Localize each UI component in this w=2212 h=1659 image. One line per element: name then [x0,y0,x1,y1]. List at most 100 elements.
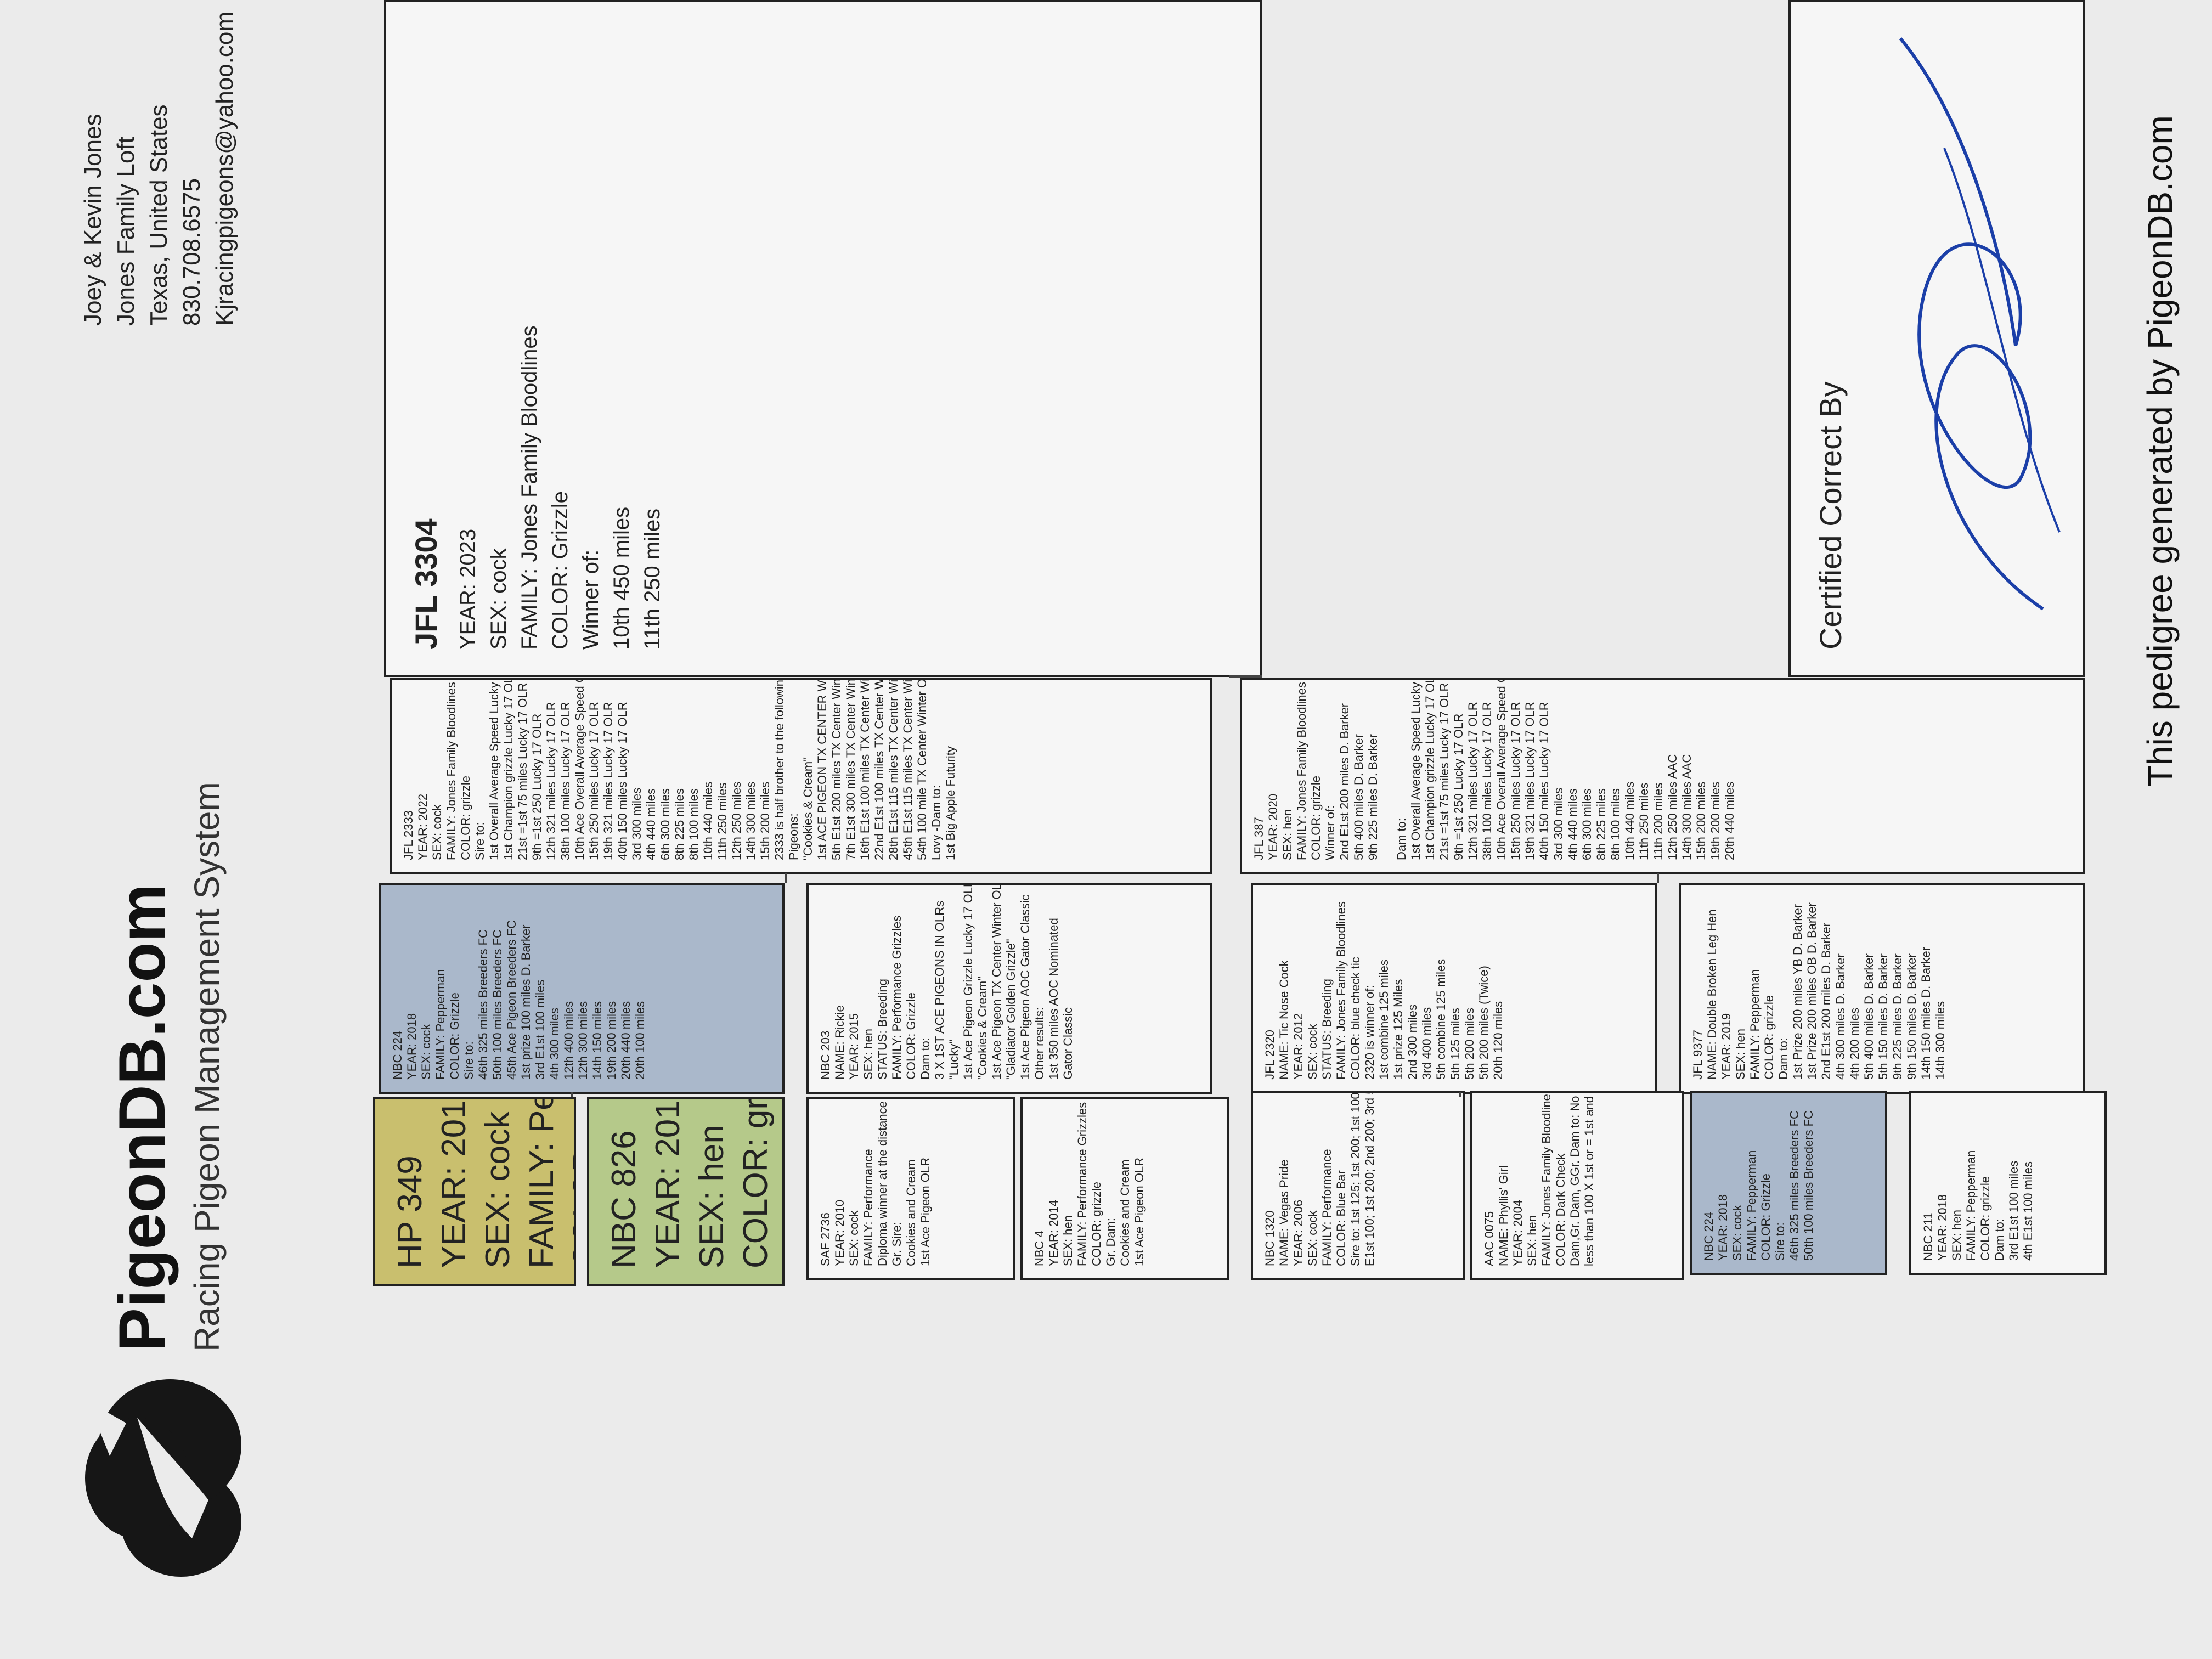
pedigree-line: 10th 440 miles [1623,781,1637,860]
pedigree-line: 38th 100 miles Lucky 17 OLR [558,702,572,860]
pedigree-line: 12th 400 miles [562,1001,575,1080]
pedigree-line: YEAR: 2006 [1291,1199,1305,1266]
pedigree-line: FAMILY: Pepperman [433,969,447,1080]
pedigree-line: 8th 100 miles [1609,788,1622,860]
pedigree-line: 10th 440 miles [701,781,715,860]
pedigree-line: 1st combine 125 miles [1377,960,1391,1080]
connector-line [1657,873,1659,883]
pedigree-line: 3 X 1ST ACE PIGEONS IN OLRs [933,900,946,1080]
ggp-lines: AAC 0075 NAME: Phyllis' Girl YEAR: 2004 SEX… [1482,1091,1596,1266]
owner-line: Jones Family Loft [112,137,139,326]
pedigree-line: 1st Ace Pigeon OLR [1132,1157,1146,1266]
pedigree-line: 4th 200 miles [1848,1008,1861,1080]
pedigree-line: SEX: hen [1525,1215,1539,1266]
pedigree-line: 5th 200 miles [1463,1008,1476,1080]
pedigree-line: YEAR: 2019 [1719,1013,1733,1080]
signature-icon [1899,37,2061,611]
pedigree-line: 8th 225 miles [673,788,686,860]
pedigree-line: 12th 250 miles AAC [1666,754,1679,860]
pedigree-line: E1st 100; 1st 200; 2nd 200; 3rd 545; [1363,1091,1376,1266]
pedigree-line: 5th 400 miles D. Barker [1862,953,1876,1080]
pedigree-line: 20th 440 miles [619,1001,633,1080]
pedigree-line: NAME: Phyllis' Girl [1497,1165,1510,1266]
pedigree-line: 5th 125 miles [1448,1008,1462,1080]
pedigree-line: COLOR: blue check tic [1348,957,1362,1080]
pedigree-line: 5th 150 miles D. Barker [1876,953,1890,1080]
pedigree-line: SEX: cock [1306,1024,1319,1080]
pedigree-line: 3rd E1st 100 miles [2007,1160,2021,1261]
pedigree-line: HP 349 [391,1155,429,1268]
pedigree-line: 12th 321 miles Lucky 17 OLR [1466,702,1480,860]
pedigree-line: Sire to: 1st 125; 1st 200; 1st 100; [1348,1091,1362,1266]
pigeon-cloud-logo-icon [85,1379,241,1577]
sire-box: JFL 2333 YEAR: 2022 SEX: cock FAMILY: Jones… [390,678,1212,874]
pedigree-line: 4th 300 miles [548,1008,561,1080]
subject-id: JFL 3304 [409,518,443,650]
pedigree-line: COLOR: Dark Check [1554,1153,1567,1266]
brand-name: PigeonDB.com [105,883,179,1352]
pedigree-line: 14th 300 miles [744,781,758,860]
pedigree-line: 8th 225 miles [1594,788,1608,860]
pedigree-line: 21st =1st 75 miles Lucky 17 OLR [1437,682,1451,860]
pedigree-line: 2nd E1st 200 miles D. Barker [1338,703,1351,860]
pedigree-line: NBC 211 [1921,1212,1935,1261]
pedigree-line: FAMILY: Performance [1320,1149,1334,1266]
pedigree-line: COLOR: grizzle [1978,1176,1992,1261]
pedigree-line: SEX: hen [1734,1029,1747,1080]
pedigree-line: Gator Classic [1061,1007,1075,1080]
pedigree-line: 11th 250 miles [1637,782,1651,860]
dam-dam-box: JFL 9377 NAME: Double Broken Leg Hen YEAR:… [1679,883,2085,1094]
owner-line: Joey & Kevin Jones [80,114,106,326]
pedigree-line: FAMILY: Pepperman [1964,1150,1978,1261]
pedigree-line: FAMILY: Jones Family Bloodlines [444,682,458,860]
pedigree-line: YEAR: 2013 [435,1097,473,1268]
pedigree-line: Gr. Dam: [1104,1217,1118,1266]
subject-line: SEX: cock [487,548,511,650]
subject-line: 11th 250 miles [640,508,664,650]
pedigree-line: Winner of: [1323,805,1337,860]
pedigree-line: 6th 300 miles [1580,788,1594,860]
pedigree-line: FAMILY: Jones Family Bloodlines [1295,682,1308,860]
pedigree-line: 15th 250 miles Lucky 17 OLR [587,702,601,860]
subject-line: Winner of: [579,549,603,650]
pedigree-line: YEAR: 2018 [405,1013,419,1080]
pedigree-line: Sire to: [1773,1222,1787,1261]
ggp-box-8: NBC 211 YEAR: 2018 SEX: hen FAMILY: Pepperm… [1909,1091,2107,1275]
pedigree-line: 10th Ace Overall Average Speed Champion [573,678,586,860]
pedigree-line: COLOR: Grizzle [448,992,461,1080]
pedigree-line: YEAR: 2016 [649,1097,687,1268]
pedigree-line: 5th E1st 200 miles TX Center Winter OLR [830,678,843,860]
pedigree-line: 45th Ace Pigeon Breeders FC [505,919,518,1080]
pedigree-line: Cookies and Cream [904,1159,918,1266]
pedigree-line: FAMILY: Performance Grizzles [1075,1102,1089,1266]
pedigree-line: Pigeons: [787,813,800,860]
pedigree-line: 12th 321 miles Lucky 17 OLR [544,702,558,860]
pedigree-line: 2320 is winner of: [1363,985,1376,1080]
pedigree-line: 1st prize 100 miles D. Barker [519,924,533,1080]
sire-sire-box: NBC 224 YEAR: 2018 SEX: cock FAMILY: Pepper… [379,883,785,1094]
pedigree-line: COLOR: Grizzle [1759,1173,1773,1261]
pedigree-line: NBC 1320 [1263,1210,1277,1266]
subject-line: FAMILY: Jones Family Bloodlines [517,325,541,650]
pedigree-line: SEX: hen [693,1125,731,1268]
pedigree-line: SEX: cock [847,1210,861,1266]
pedigree-line: "Cookies & Cream" [801,757,815,860]
pedigree-line: NAME: Tic Nose Cock [1277,960,1291,1080]
pedigree-line: SEX: cock [419,1024,433,1080]
pedigree-line: 20th 440 miles [1723,781,1736,860]
pedigree-line: SAF 2736 [819,1212,832,1266]
dam-dam-lines: JFL 9377 NAME: Double Broken Leg Hen YEAR:… [1691,897,1948,1080]
ggp-box-6: AAC 0075 NAME: Phyllis' Girl YEAR: 2004 SEX… [1470,1091,1684,1280]
pedigree-line: 4th E1st 100 miles [2021,1161,2035,1261]
pedigree-line: 1st Ace Pigeon TX Center Winter OLR [990,883,1003,1080]
pedigree-line: 45th E1st 115 miles TX Center Winter OLR [901,678,915,860]
owner-email: Kjracingpigeons@yahoo.com [211,12,238,326]
pedigree-line: Sire to: [462,1041,476,1080]
pedigree-line: 38th 100 miles Lucky 17 OLR [1480,702,1494,860]
pedigree-line: STATUS: Breeding [1320,979,1334,1080]
pedigree-line: 1st Ace Pigeon Grizzle Lucky 17 OLR [961,883,975,1080]
sire-lines: JFL 2333 YEAR: 2022 SEX: cock FAMILY: Jones… [402,678,958,860]
connector-line [785,873,787,883]
owner-info: Joey & Kevin Jones Jones Family Loft Tex… [77,12,241,326]
pedigree-line: YEAR: 2014 [1047,1199,1060,1266]
